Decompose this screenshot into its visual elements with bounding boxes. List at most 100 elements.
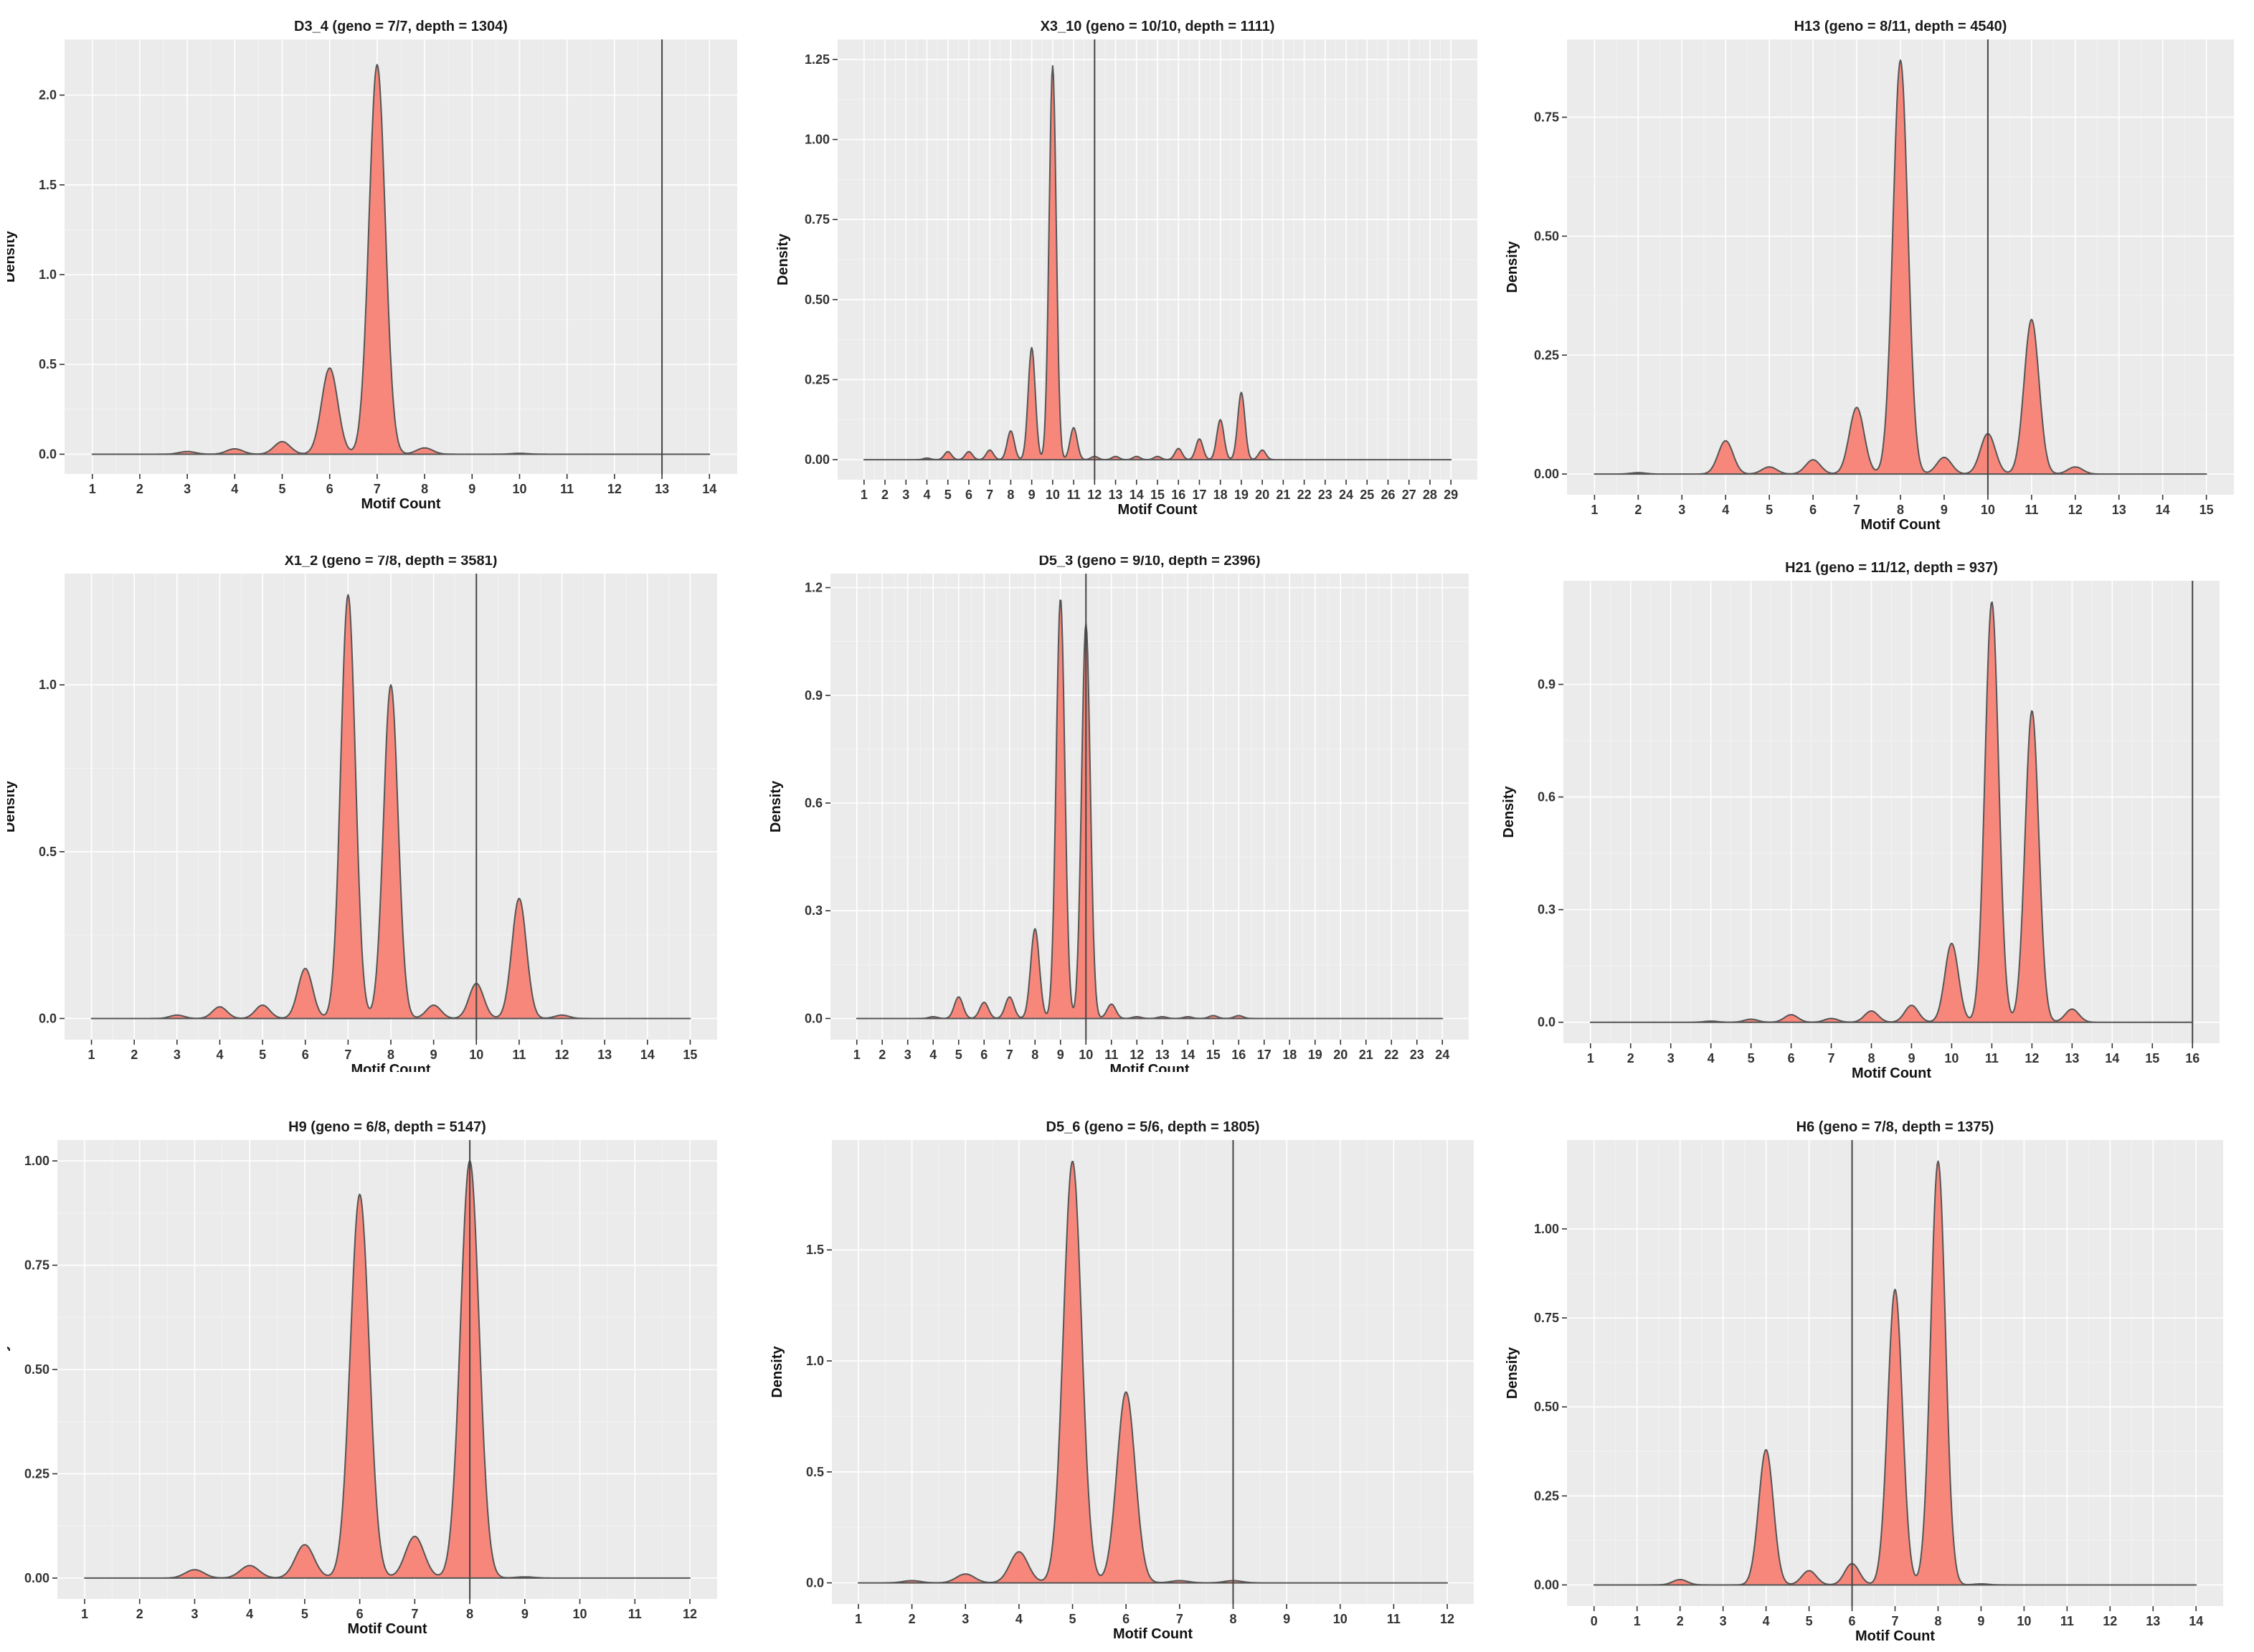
y-axis-label: Density bbox=[768, 780, 784, 832]
x-tick-label: 15 bbox=[1150, 488, 1165, 502]
x-tick-label: 1 bbox=[1634, 1614, 1641, 1628]
x-tick-label: 13 bbox=[2112, 503, 2126, 517]
x-tick-label: 4 bbox=[246, 1607, 253, 1621]
panel-title: D5_3 (geno = 9/10, depth = 2396) bbox=[1038, 556, 1260, 569]
density-area bbox=[91, 64, 711, 455]
y-tick-label: 0.5 bbox=[806, 1465, 824, 1479]
x-tick-label: 8 bbox=[466, 1607, 473, 1621]
x-tick-label: 13 bbox=[1109, 488, 1123, 502]
x-tick-label: 9 bbox=[1908, 1051, 1915, 1065]
x-tick-label: 10 bbox=[1333, 1612, 1348, 1626]
x-tick-label: 2 bbox=[909, 1612, 916, 1626]
x-tick-label: 12 bbox=[2068, 503, 2083, 517]
x-tick-label: 8 bbox=[1031, 1048, 1038, 1062]
y-tick-label: 0.75 bbox=[24, 1258, 49, 1273]
density-panel: 1 2 3 4 5 6 7 8 9 10 11 12 13 14 15 16 17 18 19 20 21 22 23 24 0… bbox=[746, 556, 1477, 1072]
y-tick-label: 0.00 bbox=[805, 452, 830, 467]
y-tick-label: 0.50 bbox=[1534, 229, 1559, 243]
x-tick-label: 15 bbox=[2199, 503, 2214, 517]
x-tick-label: 7 bbox=[1176, 1612, 1183, 1626]
panel-title: H9 (geno = 6/8, depth = 5147) bbox=[288, 1119, 486, 1135]
y-axis-label: Density bbox=[1505, 241, 1520, 293]
density-panel: 1 2 3 4 5 6 7 8 9 10 11 12 13 14 15 0.00 0.25 0.50 0.75 H13… bbox=[1484, 14, 2252, 531]
x-tick-label: 19 bbox=[1308, 1048, 1322, 1062]
x-tick-label: 12 bbox=[1087, 488, 1102, 502]
panel-title: D5_6 (geno = 5/6, depth = 1805) bbox=[1046, 1119, 1260, 1135]
x-tick-label: 11 bbox=[512, 1048, 526, 1062]
x-tick-label: 16 bbox=[2185, 1051, 2199, 1065]
x-tick-label: 1 bbox=[853, 1048, 861, 1062]
x-tick-label: 0 bbox=[1591, 1614, 1598, 1628]
y-tick-label: 0.50 bbox=[805, 293, 830, 307]
x-tick-label: 7 bbox=[411, 1607, 418, 1621]
x-tick-label: 11 bbox=[1067, 488, 1081, 502]
x-tick-label: 11 bbox=[2060, 1614, 2074, 1628]
panel-title: H21 (geno = 11/12, depth = 937) bbox=[1785, 560, 1998, 576]
x-tick-label: 9 bbox=[1057, 1048, 1064, 1062]
x-tick-label: 20 bbox=[1333, 1048, 1348, 1062]
x-tick-label: 6 bbox=[1849, 1614, 1856, 1628]
x-tick-label: 3 bbox=[184, 482, 191, 496]
y-tick-label: 0.3 bbox=[805, 903, 823, 918]
x-tick-label: 5 bbox=[301, 1607, 308, 1621]
x-tick-label: 3 bbox=[191, 1607, 198, 1621]
y-tick-label: 2.0 bbox=[39, 88, 57, 103]
x-tick-label: 6 bbox=[1809, 503, 1817, 517]
y-tick-label: 1.0 bbox=[39, 678, 57, 692]
density-chart: 1 2 3 4 5 6 7 8 9 10 11 12 13 140.00.51.01.52.0D3_4 (… bbox=[7, 19, 737, 512]
x-tick-label: 8 bbox=[1897, 503, 1904, 517]
y-tick-label: 0.0 bbox=[39, 1011, 57, 1025]
x-tick-label: 1 bbox=[1591, 503, 1598, 517]
x-tick-label: 17 bbox=[1257, 1048, 1272, 1062]
x-tick-label: 1 bbox=[81, 1607, 88, 1621]
x-tick-label: 8 bbox=[387, 1048, 394, 1062]
y-tick-label: 0.0 bbox=[39, 447, 57, 461]
x-axis-label: Motif Count bbox=[1860, 517, 1940, 531]
y-tick-label: 1.2 bbox=[805, 581, 823, 595]
x-tick-label: 14 bbox=[1130, 488, 1144, 502]
y-tick-label: 0.6 bbox=[805, 796, 823, 810]
x-tick-label: 11 bbox=[560, 482, 574, 496]
x-tick-label: 4 bbox=[929, 1048, 937, 1062]
y-tick-label: 0.50 bbox=[24, 1362, 49, 1377]
y-tick-label: 0.5 bbox=[39, 845, 57, 859]
x-tick-label: 5 bbox=[944, 488, 952, 502]
y-tick-label: 0.9 bbox=[1538, 677, 1555, 691]
x-tick-label: 7 bbox=[1853, 503, 1860, 517]
x-tick-label: 10 bbox=[1944, 1051, 1959, 1065]
x-tick-label: 14 bbox=[1180, 1048, 1195, 1062]
x-tick-label: 7 bbox=[986, 488, 993, 502]
x-tick-label: 15 bbox=[683, 1048, 697, 1062]
y-tick-label: 0.00 bbox=[1534, 467, 1559, 481]
x-tick-label: 11 bbox=[1104, 1048, 1118, 1062]
density-chart: 1 2 3 4 5 6 7 8 9 10 11 12 13 14 150.000.250.500.75H13… bbox=[1505, 19, 2234, 531]
panel-title: H6 (geno = 7/8, depth = 1375) bbox=[1796, 1119, 1994, 1135]
x-tick-label: 8 bbox=[1229, 1612, 1236, 1626]
x-tick-label: 10 bbox=[2017, 1614, 2031, 1628]
y-tick-label: 0.75 bbox=[1534, 1311, 1559, 1325]
density-panel: 0 1 2 3 4 5 6 7 8 9 10 11 12 13 14 0.00 0.25 0.50 0.75 1.00… bbox=[1484, 1104, 2252, 1642]
x-axis-label: Motif Count bbox=[1113, 1626, 1193, 1642]
x-tick-label: 2 bbox=[879, 1048, 886, 1062]
panel-title: D3_4 (geno = 7/7, depth = 1304) bbox=[294, 19, 508, 34]
x-tick-label: 10 bbox=[1046, 488, 1060, 502]
density-area bbox=[856, 599, 1444, 1020]
density-chart: 1 2 3 4 5 6 7 8 9 10 11 12 13 14 150.00.51.0X1_2 (geno… bbox=[7, 556, 717, 1072]
x-tick-label: 5 bbox=[259, 1048, 266, 1062]
x-tick-label: 13 bbox=[597, 1048, 612, 1062]
x-tick-label: 15 bbox=[1206, 1048, 1221, 1062]
x-tick-label: 2 bbox=[136, 1607, 143, 1621]
x-tick-label: 9 bbox=[430, 1048, 437, 1062]
x-axis-label: Motif Count bbox=[351, 1062, 430, 1072]
x-tick-label: 9 bbox=[1977, 1614, 1984, 1628]
x-tick-label: 19 bbox=[1234, 488, 1249, 502]
x-tick-label: 4 bbox=[231, 482, 238, 496]
density-panel: 1 2 3 4 5 6 7 8 9 10 11 12 13 14 0.0 0.5 1.0 1.5 2.0 D3_4 (… bbox=[7, 14, 739, 531]
x-tick-label: 5 bbox=[955, 1048, 962, 1062]
x-tick-label: 9 bbox=[1283, 1612, 1290, 1626]
y-tick-label: 0.25 bbox=[1534, 1489, 1559, 1503]
x-tick-label: 11 bbox=[2025, 503, 2038, 517]
x-tick-label: 10 bbox=[1079, 1048, 1093, 1062]
